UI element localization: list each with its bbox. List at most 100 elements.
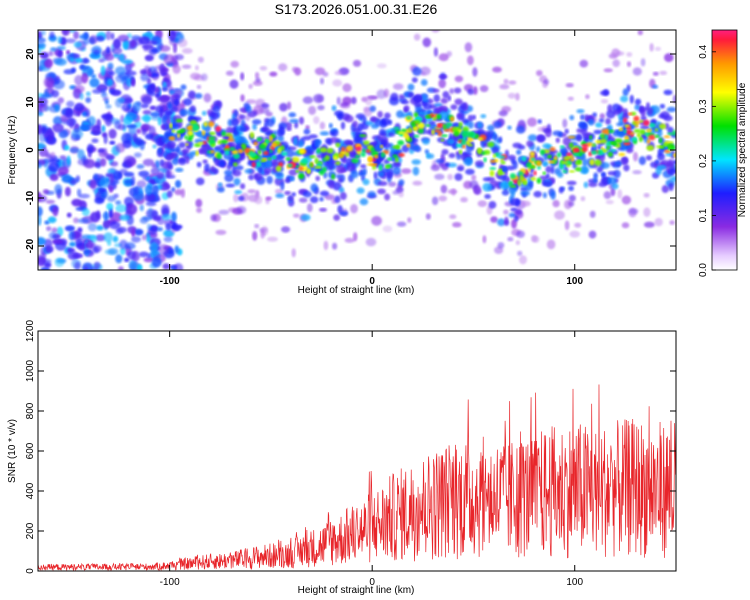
spectrogram-cell — [621, 222, 630, 229]
spectrogram-cell — [433, 94, 441, 103]
spectrogram-cell — [314, 67, 326, 76]
spectrogram-cell — [65, 107, 74, 119]
spectrogram-cell — [324, 138, 332, 144]
spectrogram-cell — [599, 113, 605, 120]
spectrogram-cell — [516, 230, 525, 238]
spectrogram-cell — [427, 153, 435, 159]
spectrogram-cell — [245, 115, 251, 122]
spectrogram-cell — [252, 123, 257, 131]
spectrogram-cell — [581, 166, 589, 174]
spectrogram-cell — [93, 245, 102, 253]
spectrogram-cell — [186, 125, 194, 131]
spectrogram-cell — [328, 123, 333, 129]
spectrogram-cell — [145, 133, 154, 140]
spectrogram-cell — [648, 122, 656, 128]
spectrogram-cell — [308, 105, 317, 115]
spectrogram-cell — [589, 159, 595, 166]
spectrogram-cell — [377, 188, 386, 195]
spectrogram-cell — [308, 134, 318, 139]
spectrogram-cell — [334, 110, 344, 117]
spectrogram-cell — [85, 91, 91, 97]
spectrogram-cell — [529, 151, 536, 157]
spectrogram-cell — [140, 103, 149, 109]
spectrogram-cell — [506, 165, 515, 171]
spectrogram-cell — [271, 155, 277, 159]
spectrogram-cell — [376, 134, 382, 141]
spectrogram-cell — [573, 151, 579, 157]
spectrogram-cell — [101, 113, 114, 120]
spectrogram-cell — [121, 103, 131, 112]
spectrogram-cell — [247, 189, 256, 194]
spectrogram-cell — [380, 139, 388, 147]
spectrogram-cell — [664, 122, 670, 130]
spectrogram-cell — [643, 193, 650, 198]
spectrogram-cell — [576, 109, 585, 114]
spectrogram-cell — [440, 184, 448, 194]
spectrogram-cell — [96, 35, 105, 42]
spectrogram-cell — [77, 218, 90, 224]
spectrogram-cell — [291, 192, 297, 197]
spectrogram-cell — [606, 145, 610, 150]
spectrogram-cell — [542, 171, 546, 175]
spectrogram-cell — [339, 102, 351, 109]
spectrogram-cell — [292, 156, 300, 163]
spectrogram-cell — [601, 128, 609, 135]
spectrogram-cell — [564, 220, 570, 231]
spectrogram-cell — [384, 193, 391, 201]
y-tick-label: -20 — [25, 238, 36, 253]
spectrogram-cell — [408, 92, 415, 98]
spectrogram-cell — [576, 133, 583, 142]
spectrogram-cell — [109, 173, 114, 185]
spectrogram-cell — [177, 133, 181, 138]
spectrogram-cell — [319, 196, 324, 202]
spectrogram-cell — [50, 47, 57, 52]
spectrogram-cell — [360, 152, 366, 157]
spectrogram-cell — [136, 164, 145, 170]
spectrogram-cell — [281, 151, 288, 156]
spectrogram-cell — [412, 125, 419, 131]
spectrogram-cell — [537, 119, 542, 124]
spectrogram-cell — [177, 38, 188, 48]
spectrogram-cell — [39, 51, 49, 59]
spectrogram-cell — [117, 124, 126, 131]
spectrogram-cell — [665, 161, 675, 167]
spectrogram-cell — [38, 206, 43, 217]
spectrogram-cell — [530, 177, 537, 181]
spectrogram-cell — [481, 151, 486, 156]
spectrogram-cell — [229, 79, 239, 89]
spectrogram-cell — [100, 65, 106, 77]
spectrogram-cell — [401, 100, 410, 105]
spectrogram-cell — [322, 166, 327, 173]
spectrogram-cell — [40, 30, 46, 36]
spectrogram-cell — [319, 207, 327, 212]
spectrogram-cell — [135, 137, 143, 146]
spectrogram-cell — [66, 212, 72, 218]
spectrogram-cell — [579, 59, 589, 68]
spectrogram-cell — [126, 78, 133, 87]
spectrogram-cell — [487, 130, 495, 138]
y-tick-label: 20 — [25, 48, 36, 60]
spectrogram-x-label: Height of straight line (km) — [298, 285, 415, 296]
spectrogram-cell — [139, 217, 149, 224]
spectrogram-cell — [259, 143, 266, 150]
spectrogram-cell — [162, 77, 169, 82]
spectrogram-cell — [373, 171, 378, 180]
spectrogram-cell — [87, 143, 94, 154]
spectrogram-cell — [212, 168, 219, 175]
spectrogram-cell — [359, 134, 367, 138]
spectrogram-cell — [526, 140, 534, 148]
spectrogram-cell — [38, 191, 42, 202]
spectrogram-cell — [275, 193, 285, 198]
spectrogram-cell — [194, 93, 203, 99]
spectrogram-cell — [323, 240, 329, 251]
spectrogram-cell — [333, 214, 341, 221]
spectrogram-cell — [580, 114, 585, 121]
spectrogram-cell — [117, 34, 130, 42]
spectrogram-cell — [163, 54, 175, 66]
spectrogram-cell — [48, 104, 61, 113]
spectrogram-cell — [113, 193, 119, 199]
spectrogram-cell — [210, 150, 215, 154]
spectrogram-cell — [224, 169, 234, 176]
spectrogram-cell — [576, 128, 584, 133]
spectrogram-cell — [90, 235, 97, 243]
